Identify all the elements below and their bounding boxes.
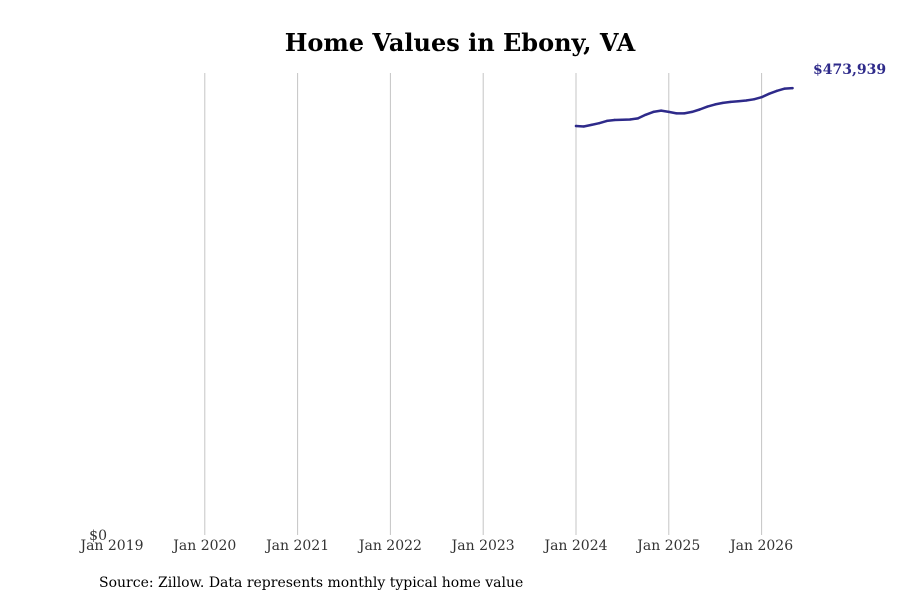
chart-title: Home Values in Ebony, VA — [285, 28, 636, 57]
data-point — [698, 108, 701, 111]
source-note: Source: Zillow. Data represents monthly … — [99, 575, 523, 591]
data-point — [775, 89, 779, 93]
data-point — [652, 110, 655, 114]
data-point — [582, 125, 585, 128]
data-point — [621, 118, 624, 121]
x-axis-ticks: Jan 2019 Jan 2020 Jan 2021 Jan 2022 Jan 2023… — [78, 538, 793, 554]
data-point — [574, 124, 578, 128]
data-point — [628, 118, 632, 121]
data-point — [590, 123, 593, 127]
data-point — [706, 105, 709, 108]
data-point — [714, 103, 717, 106]
x-tick-label: Jan 2024 — [542, 538, 607, 554]
data-point — [598, 121, 601, 125]
x-tick-label: Jan 2019 — [78, 538, 143, 554]
data-point — [791, 86, 794, 90]
data-point — [744, 99, 748, 102]
series-layer — [574, 86, 794, 128]
data-point — [636, 117, 640, 120]
data-point — [683, 112, 686, 115]
end-value-label: $473,939 — [813, 62, 886, 78]
data-point — [783, 87, 786, 90]
data-point — [752, 98, 756, 101]
x-tick-label: Jan 2023 — [450, 538, 515, 554]
data-point — [667, 110, 670, 114]
data-point — [690, 110, 694, 114]
data-point — [613, 118, 616, 122]
data-point — [605, 119, 609, 123]
x-tick-label: Jan 2020 — [171, 538, 236, 554]
data-point — [737, 99, 740, 103]
data-point — [644, 113, 647, 116]
x-tick-label: Jan 2021 — [264, 538, 329, 554]
data-point — [729, 100, 732, 104]
data-point — [760, 96, 763, 99]
data-point — [721, 101, 725, 105]
y-tick-label: $0 — [89, 528, 107, 544]
x-tick-label: Jan 2026 — [728, 538, 793, 554]
y-axis-ticks: $0 — [89, 528, 107, 544]
grid-lines — [204, 73, 763, 535]
x-tick-label: Jan 2022 — [357, 538, 422, 554]
data-point — [675, 112, 678, 115]
x-tick-label: Jan 2025 — [635, 538, 700, 554]
data-point — [768, 92, 771, 95]
data-point — [659, 109, 663, 112]
series-line — [574, 86, 794, 128]
